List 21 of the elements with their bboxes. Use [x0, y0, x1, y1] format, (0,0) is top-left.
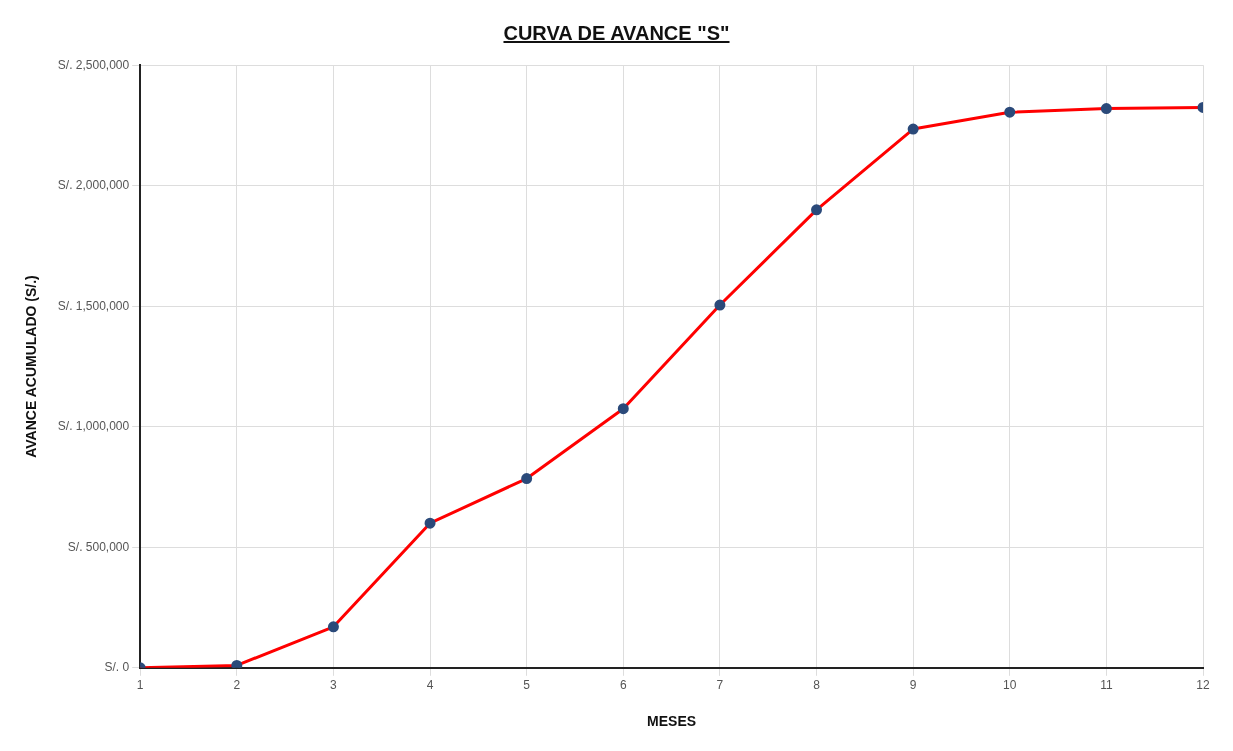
- x-tick-label: 1: [136, 678, 144, 693]
- x-tick-label: 4: [426, 678, 434, 693]
- y-tick-label: S/. 500,000: [67, 539, 130, 554]
- x-tick-label: 9: [909, 678, 917, 693]
- x-tick-label: 7: [716, 678, 724, 693]
- x-tick-label: 3: [330, 678, 338, 693]
- x-tick-label: 5: [523, 678, 531, 693]
- x-tick-label: 2: [233, 678, 241, 693]
- x-tick-label: 10: [1003, 678, 1017, 693]
- chart-title: CURVA DE AVANCE "S": [502, 22, 731, 45]
- y-axis-title: AVANCE ACUMULADO (S/.): [23, 275, 40, 458]
- x-axis-title: MESES: [647, 713, 697, 730]
- y-tick-label: S/. 1,500,000: [57, 298, 130, 313]
- y-tick-label: S/. 0: [104, 660, 130, 675]
- x-tick-label: 11: [1100, 678, 1113, 693]
- x-tick-label: 6: [619, 678, 627, 693]
- y-tick-label: S/. 1,000,000: [57, 419, 130, 434]
- x-tick-label: 8: [813, 678, 821, 693]
- y-tick-label: S/. 2,000,000: [57, 178, 130, 193]
- x-tick-label: 12: [1196, 678, 1210, 693]
- y-tick-label: S/. 2,500,000: [57, 57, 130, 72]
